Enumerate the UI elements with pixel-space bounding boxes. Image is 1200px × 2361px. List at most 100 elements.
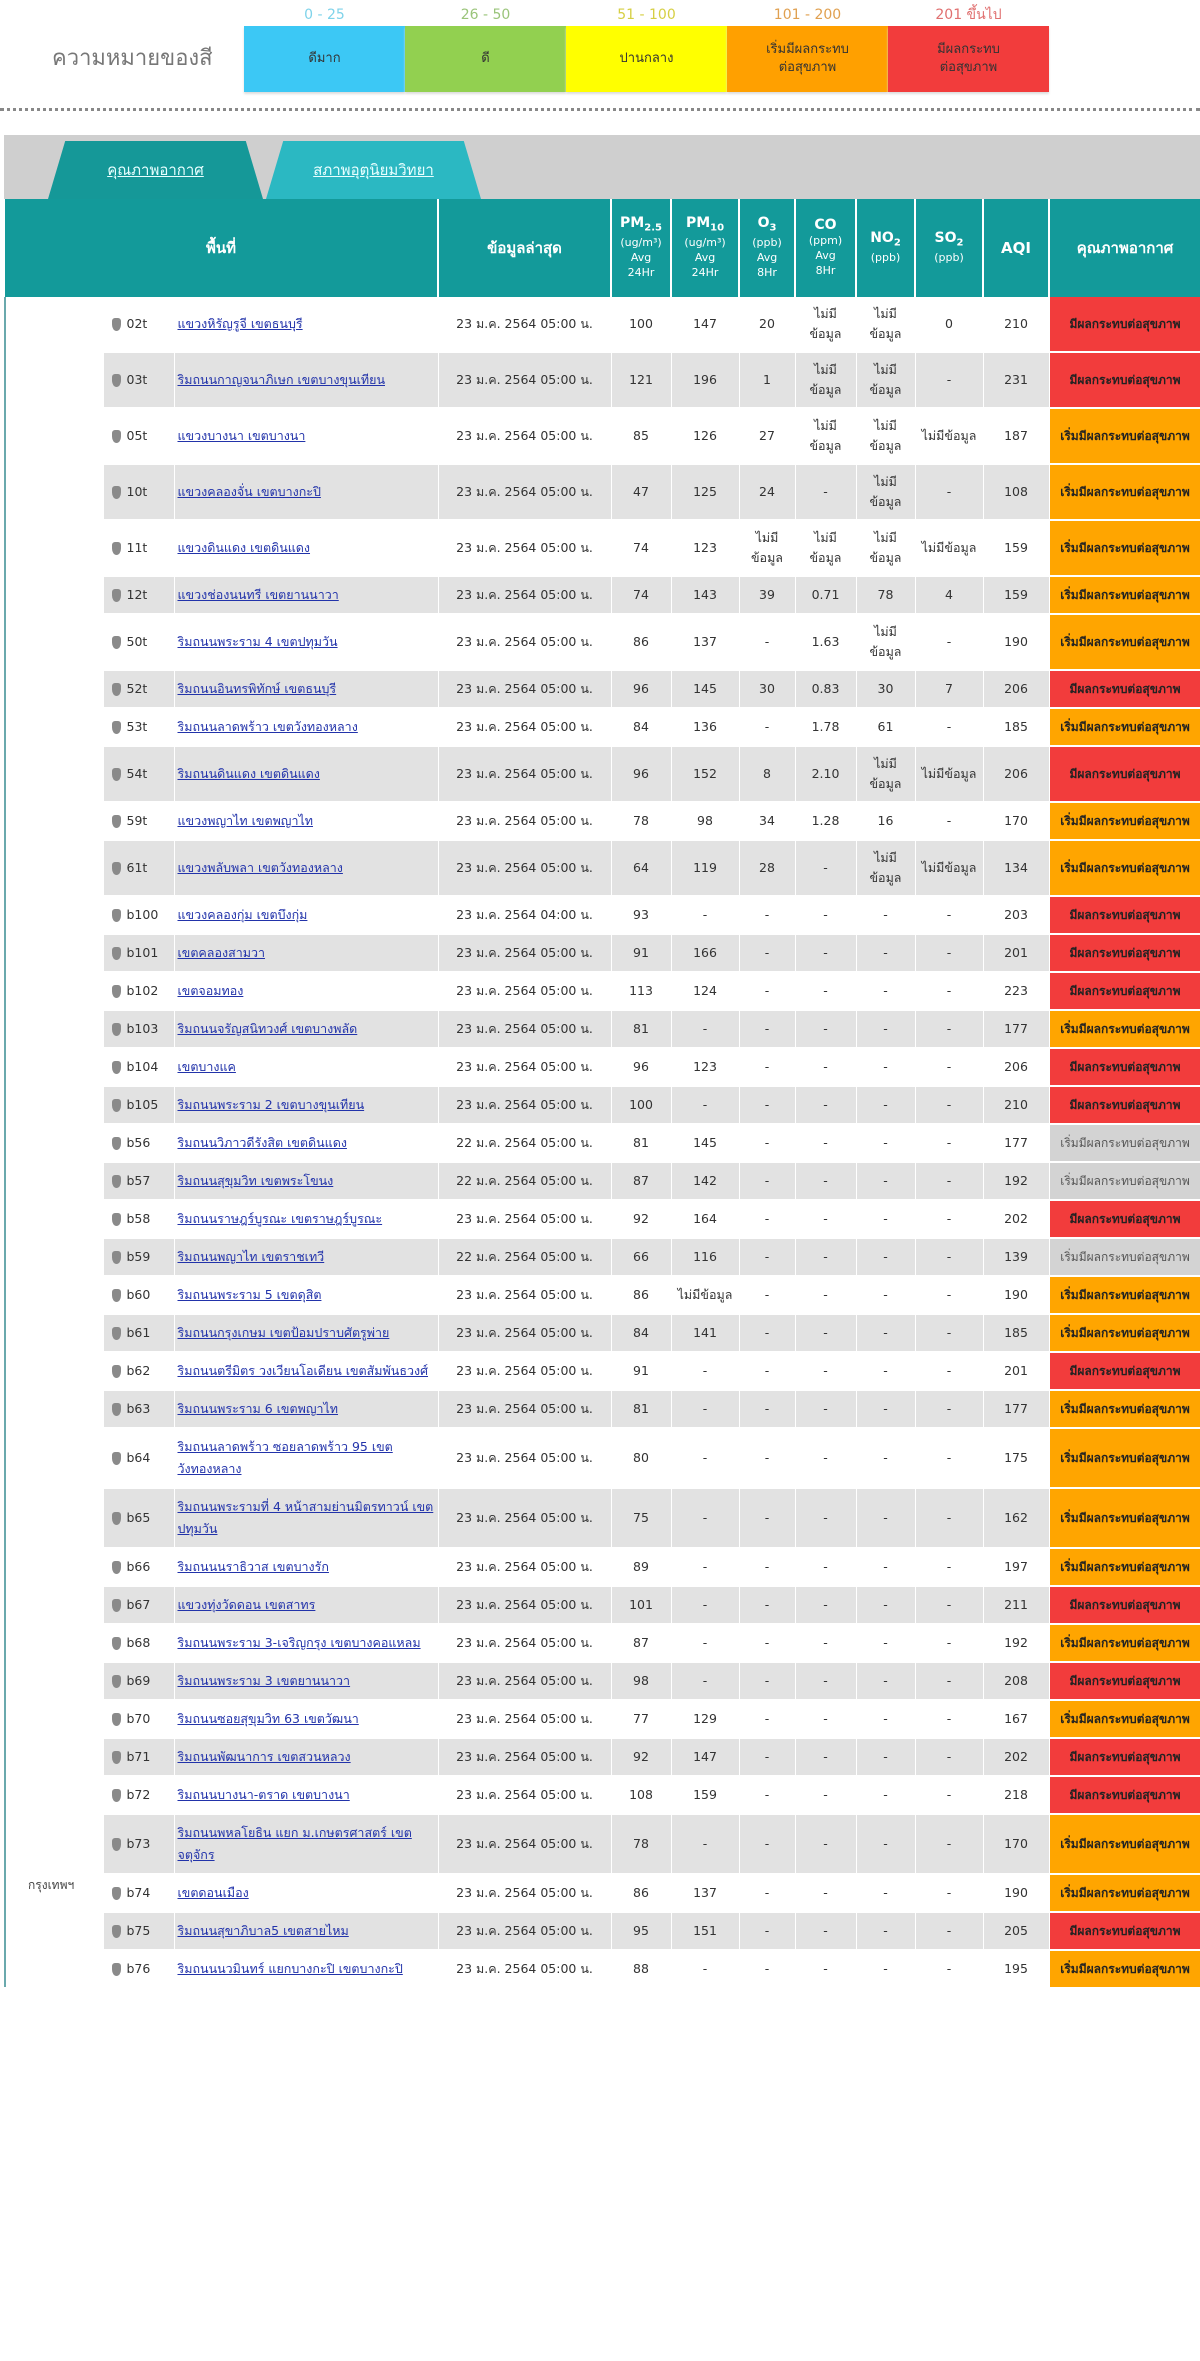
station-link[interactable]: เขตบางแค (177, 1059, 236, 1074)
station-code-text: b74 (126, 1885, 151, 1900)
station-link[interactable]: ริมถนนพระราม 6 เขตพญาไท (177, 1401, 339, 1416)
station-link[interactable]: แขวงดินแดง เขตดินแดง (177, 540, 311, 555)
station-link[interactable]: แขวงช่องนนทรี เขตยานนาวา (177, 587, 339, 602)
value-pm25: 92 (611, 1738, 672, 1777)
station-link[interactable]: แขวงหิรัญรูจี เขตธนบุรี (177, 316, 303, 331)
station-link[interactable]: ริมถนนซอยสุขุมวิท 63 เขตวัฒนา (177, 1711, 359, 1726)
value-pm10: 137 (671, 1874, 740, 1913)
station-link[interactable]: ริมถนนพหลโยธิน แยก ม.เกษตรศาสตร์ เขตจตุจ… (177, 1825, 412, 1862)
value-aqi: 203 (983, 896, 1050, 935)
station-code: b66 (103, 1548, 175, 1587)
station-code: b67 (103, 1586, 175, 1625)
station-link[interactable]: ริมถนนพระราม 3 เขตยานนาวา (177, 1673, 351, 1688)
legend-item: 26 - 50 ดี (405, 0, 566, 92)
tab-weather-link[interactable]: สภาพอุตุนิยมวิทยา (313, 161, 434, 179)
value-co: - (795, 1124, 857, 1163)
value-pm10: 123 (671, 520, 740, 577)
station-link[interactable]: เขตดอนเมือง (177, 1885, 249, 1900)
value-no2: - (856, 1352, 916, 1391)
station-pin-icon (111, 1887, 121, 1900)
quality-badge: เริ่มมีผลกระทบต่อสุขภาพ (1049, 1162, 1200, 1201)
station-code: 52t (103, 670, 175, 709)
station-link[interactable]: ริมถนนกาญจนาภิเษก เขตบางขุนเทียน (177, 372, 386, 387)
station-code-text: b64 (126, 1450, 151, 1465)
station-link[interactable]: ริมถนนราษฎร์บูรณะ เขตราษฎร์บูรณะ (177, 1211, 383, 1226)
station-link[interactable]: ริมถนนสุขุมวิท เขตพระโขนง (177, 1173, 334, 1188)
legend-range: 101 - 200 (773, 7, 842, 23)
value-aqi: 210 (983, 1086, 1050, 1125)
header-period: 8Hr (757, 266, 777, 280)
station-pin-icon (111, 430, 121, 443)
station-link[interactable]: ริมถนนวิภาวดีรังสิต เขตดินแดง (177, 1135, 347, 1150)
value-no2: 30 (856, 670, 916, 709)
station-link[interactable]: แขวงบางนา เขตบางนา (177, 428, 306, 443)
latest-time: 23 ม.ค. 2564 05:00 น. (438, 1874, 612, 1913)
station-code-text: b57 (126, 1173, 151, 1188)
station-link[interactable]: ริมถนนนราธิวาส เขตบางรัก (177, 1559, 329, 1574)
station-link[interactable]: แขวงคลองจั่น เขตบางกะปิ (177, 484, 321, 499)
legend-swatch: มีผลกระทบ ต่อสุขภาพ (888, 26, 1049, 92)
station-link[interactable]: แขวงพลับพลา เขตวังทองหลาง (177, 860, 343, 875)
quality-badge: เริ่มมีผลกระทบต่อสุขภาพ (1049, 1276, 1200, 1315)
quality-badge: เริ่มมีผลกระทบต่อสุขภาพ (1049, 1124, 1200, 1163)
value-co: 0.83 (795, 670, 857, 709)
station-link[interactable]: ริมถนนจรัญสนิทวงศ์ เขตบางพลัด (177, 1021, 358, 1036)
station-link[interactable]: ริมถนนพญาไท เขตราชเทวี (177, 1249, 325, 1264)
station-code: b101 (103, 934, 175, 973)
value-co: - (795, 1776, 857, 1815)
value-pm25: 81 (611, 1390, 672, 1429)
latest-time: 23 ม.ค. 2564 05:00 น. (438, 1200, 612, 1239)
station-link[interactable]: แขวงคลองกุ่ม เขตบึงกุ่ม (177, 907, 308, 922)
station-link[interactable]: ริมถนนดินแดง เขตดินแดง (177, 766, 320, 781)
station-link[interactable]: ริมถนนลาดพร้าว เขตวังทองหลาง (177, 719, 358, 734)
value-o3: 1 (739, 352, 796, 409)
header-period: 24Hr (627, 266, 655, 280)
station-link[interactable]: ริมถนนพระราม 5 เขตดุสิต (177, 1287, 322, 1302)
station-pin-icon (111, 1403, 121, 1416)
quality-badge: มีผลกระทบต่อสุขภาพ (1049, 896, 1200, 935)
station-link[interactable]: ริมถนนบางนา-ตราด เขตบางนา (177, 1787, 350, 1802)
station-link[interactable]: แขวงพญาไท เขตพญาไท (177, 813, 314, 828)
station-link[interactable]: ริมถนนพระราม 3-เจริญกรุง เขตบางคอแหลม (177, 1635, 421, 1650)
station-link[interactable]: ริมถนนพระราม 2 เขตบางขุนเทียน (177, 1097, 365, 1112)
value-so2: ไม่มีข้อมูล (915, 746, 984, 803)
header-quality: คุณภาพอากาศ (1049, 199, 1200, 297)
station-link[interactable]: ริมถนนตรีมิตร วงเวียนโอเดียน เขตสัมพันธว… (177, 1363, 429, 1378)
value-so2: - (915, 896, 984, 935)
station-link[interactable]: ริมถนนนวมินทร์ แยกบางกะปิ เขตบางกะปิ (177, 1961, 403, 1976)
value-pm10: - (671, 1352, 740, 1391)
station-link[interactable]: ริมถนนพัฒนาการ เขตสวนหลวง (177, 1749, 351, 1764)
latest-time: 23 ม.ค. 2564 05:00 น. (438, 1950, 612, 1989)
value-so2: - (915, 1874, 984, 1913)
value-o3: - (739, 1814, 796, 1875)
value-no2: - (856, 1624, 916, 1663)
legend-boxes: 0 - 25 ดีมาก 26 - 50 ดี 51 - 100 ปานกลาง 101 -… (244, 0, 1049, 92)
value-o3: 20 (739, 297, 796, 353)
tab-bar: คุณภาพอากาศ สภาพอุตุนิยมวิทยา (4, 135, 1200, 199)
table-row: 03t ริมถนนกาญจนาภิเษก เขตบางขุนเทียน 23 ม.… (5, 352, 1200, 409)
tab-air-quality-link[interactable]: คุณภาพอากาศ (107, 161, 204, 179)
tab-weather[interactable]: สภาพอุตุนิยมวิทยา (266, 141, 481, 199)
station-code-text: b105 (126, 1097, 159, 1112)
station-code-text: b75 (126, 1923, 151, 1938)
station-code: b102 (103, 972, 175, 1011)
value-co: - (795, 1912, 857, 1951)
latest-time: 22 ม.ค. 2564 05:00 น. (438, 1238, 612, 1277)
station-link[interactable]: แขวงทุ่งวัดดอน เขตสาทร (177, 1597, 316, 1612)
value-pm10: - (671, 896, 740, 935)
value-co: 1.78 (795, 708, 857, 747)
station-link[interactable]: เขตคลองสามวา (177, 945, 266, 960)
value-so2: - (915, 1200, 984, 1239)
station-code-text: 52t (126, 681, 148, 696)
station-pin-icon (111, 1675, 121, 1688)
station-link[interactable]: ริมถนนลาดพร้าว ซอยลาดพร้าว 95 เขตวังทองห… (177, 1439, 393, 1476)
station-link[interactable]: ริมถนนกรุงเกษม เขตป้อมปราบศัตรูพ่าย (177, 1325, 390, 1340)
station-link[interactable]: ริมถนนพระรามที่ 4 หน้าสามย่านมิตรทาวน์ เ… (177, 1499, 434, 1536)
station-link[interactable]: ริมถนนอินทรพิทักษ์ เขตธนบุรี (177, 681, 337, 696)
station-link[interactable]: เขตจอมทอง (177, 983, 244, 998)
station-pin-icon (111, 374, 121, 387)
tab-air-quality[interactable]: คุณภาพอากาศ (48, 141, 263, 199)
station-link[interactable]: ริมถนนสุขาภิบาล5 เขตสายไหม (177, 1923, 349, 1938)
table-row: b58 ริมถนนราษฎร์บูรณะ เขตราษฎร์บูรณะ 23 ม.… (5, 1200, 1200, 1239)
station-link[interactable]: ริมถนนพระราม 4 เขตปทุมวัน (177, 634, 338, 649)
